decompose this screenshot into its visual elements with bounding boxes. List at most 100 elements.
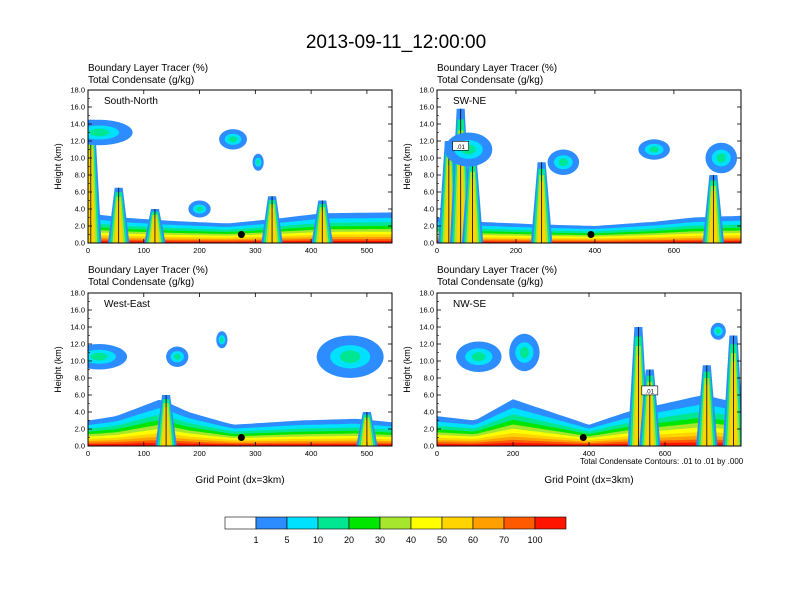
panel-4-name-bg: [449, 297, 519, 310]
panel-2-ytick-label: 16.0: [419, 103, 434, 112]
panel-1-cloud-center-2: [228, 136, 238, 143]
panel-3-ytick-label: 4.0: [75, 408, 85, 417]
panel-1-ytick-label: 6.0: [75, 188, 85, 197]
panel-3-ytick-label: 10.0: [70, 357, 85, 366]
panel-4-ylabel: Height (km): [402, 346, 412, 393]
panel-4-variable-labels: Boundary Layer Tracer (%) Total Condensa…: [437, 265, 557, 289]
colorbar-label-4: 20: [344, 535, 354, 545]
panel-3-ytick-label: 0.0: [75, 442, 85, 451]
panel-1-ytick-label: 16.0: [70, 103, 85, 112]
panel-4-xtick-label: 0: [435, 449, 439, 458]
panel-1-fields: [88, 119, 392, 243]
colorbar-swatch-1: [224, 516, 257, 530]
panel-2-background: [437, 90, 741, 243]
panel-4-ytick-label: 6.0: [424, 391, 434, 400]
panel-3-variable-labels: Boundary Layer Tracer (%) Total Condensa…: [88, 265, 208, 289]
colorbar-swatch-9: [472, 516, 505, 530]
panel-1-cloud-center-4: [256, 159, 260, 165]
panel-3-ytick-label: 8.0: [75, 374, 85, 383]
colorbar-swatch-4: [317, 516, 350, 530]
panel-3-xtick-label: 0: [86, 449, 90, 458]
colorbar-label-3: 10: [313, 535, 323, 545]
colorbar-swatch-5: [348, 516, 381, 530]
panel-3-ytick-label: 6.0: [75, 391, 85, 400]
panel-4-ytick-label: 10.0: [419, 357, 434, 366]
panel-1-plot: 0.0 2.0 4.0 6.0 8.0 10.0 12.0 14.0 16.0 18.0 0 100 2…: [53, 86, 393, 255]
panel-1-cloud-center-3: [196, 206, 203, 212]
panel-2-xtick-label: 200: [510, 246, 523, 255]
panel-3-ytick-label: 12.0: [70, 340, 85, 349]
panel-2-ytick-label: 4.0: [424, 205, 434, 214]
panel-3-cloud-center-1: [90, 352, 108, 361]
panel-2-plot: .01 0.0 2.0 4.0 6.0 8.0 10.0 12.0 14.0 16.0 18.0 0 2…: [402, 86, 742, 255]
panel-4-contour-label-box: [641, 385, 659, 396]
colorbar-label-9: 70: [499, 535, 509, 545]
panel-4-location-marker: [579, 434, 587, 441]
panel-4-plot: .01 0.0 2.0 4.0 6.0 8.0 10.0 12.0 14.0 16.0 18.0 0 2…: [402, 289, 742, 486]
colorbar-label-8: 60: [468, 535, 478, 545]
panel-2-ytick-label: 0.0: [424, 239, 434, 248]
panel-1-ytick-label: 18.0: [70, 86, 85, 95]
panel-1-location-marker: [237, 231, 245, 238]
panel-1-var2: Total Condensate (g/kg): [88, 75, 195, 86]
panel-1-xtick-label: 200: [193, 246, 206, 255]
panel-1-name: South-North: [104, 96, 158, 107]
colorbar-swatch-2: [255, 516, 288, 530]
panel-4-ytick-label: 4.0: [424, 408, 434, 417]
panel-2-name-bg: [449, 94, 519, 107]
panel-1-xtick-label: 100: [138, 246, 151, 255]
panel-2-ytick-label: 8.0: [424, 171, 434, 180]
panel-4-var1: Boundary Layer Tracer (%): [437, 265, 558, 276]
panel-3-cloud-center-2: [173, 353, 181, 360]
panel-4-ytick-label: 8.0: [424, 374, 434, 383]
panel-3-fields: [88, 331, 392, 446]
chart-main-title: 2013-09-11_12:00:00: [305, 32, 487, 53]
panel-1-xtick-label: 500: [361, 246, 374, 255]
panel-2-location-marker: [587, 231, 595, 238]
panel-1-plume-1: [88, 149, 96, 243]
panel-1-ylabel: Height (km): [53, 143, 63, 190]
panel-2-contour-label-box: [452, 141, 469, 151]
colorbar-label-2: 5: [284, 535, 289, 545]
panel-2-ytick-label: 10.0: [419, 154, 434, 163]
panel-3-cloud-center-3: [220, 337, 224, 343]
panel-3-name-bg: [100, 297, 170, 310]
panel-4-ytick-label: 16.0: [419, 306, 434, 315]
colorbar-swatch-7: [410, 516, 443, 530]
panel-4-cloud-center-2: [519, 346, 529, 359]
panel-4-xlabel: Grid Point (dx=3km): [544, 475, 633, 486]
colorbar: 1 5 10 20 30 40 50 60 70 100: [224, 516, 567, 545]
panel-1-xtick-label: 300: [249, 246, 262, 255]
colorbar-swatch-6: [379, 516, 412, 530]
panel-3-location-marker: [237, 434, 245, 441]
panel-3-ytick-label: 2.0: [75, 425, 85, 434]
colorbar-label-10: 100: [527, 535, 542, 545]
panel-3-plot: 0.0 2.0 4.0 6.0 8.0 10.0 12.0 14.0 16.0 18.0 0 100 2…: [53, 289, 393, 486]
panel-1-ytick-label: 8.0: [75, 171, 85, 180]
panel-2-cloud-center-3: [649, 146, 659, 153]
colorbar-label-6: 40: [406, 535, 416, 545]
panel-3-name: West-East: [104, 299, 150, 310]
panel-4-name: NW-SE: [453, 299, 486, 310]
colorbar-label-7: 50: [437, 535, 447, 545]
panel-2-xtick-label: 600: [668, 246, 681, 255]
panel-4-xtick-label: 400: [583, 449, 596, 458]
panel-3-ytick-label: 18.0: [70, 289, 85, 298]
panel-3-var2: Total Condensate (g/kg): [88, 277, 195, 288]
panel-2-cloud-center-4: [716, 153, 726, 163]
panel-2-contour-label: .01: [457, 145, 466, 151]
panel-3-ytick-label: 14.0: [70, 323, 85, 332]
panel-1-ytick-label: 4.0: [75, 205, 85, 214]
panel-3-xlabel: Grid Point (dx=3km): [195, 475, 284, 486]
panel-3-cloud-center-4: [340, 350, 361, 364]
panel-2-cloud-center-2: [558, 158, 569, 167]
panel-4-ytick-label: 2.0: [424, 425, 434, 434]
panel-4-ytick-label: 14.0: [419, 323, 434, 332]
colorbar-swatch-3: [286, 516, 319, 530]
panel-1-ytick-label: 0.0: [75, 239, 85, 248]
colorbar-swatch-10: [503, 516, 536, 530]
panel-4-cloud-center-3: [715, 328, 721, 334]
panel-1-variable-labels: Boundary Layer Tracer (%) Total Condensa…: [88, 63, 208, 87]
panel-4-contour-label: .01: [646, 389, 655, 395]
panel-3-ylabel: Height (km): [53, 346, 63, 393]
